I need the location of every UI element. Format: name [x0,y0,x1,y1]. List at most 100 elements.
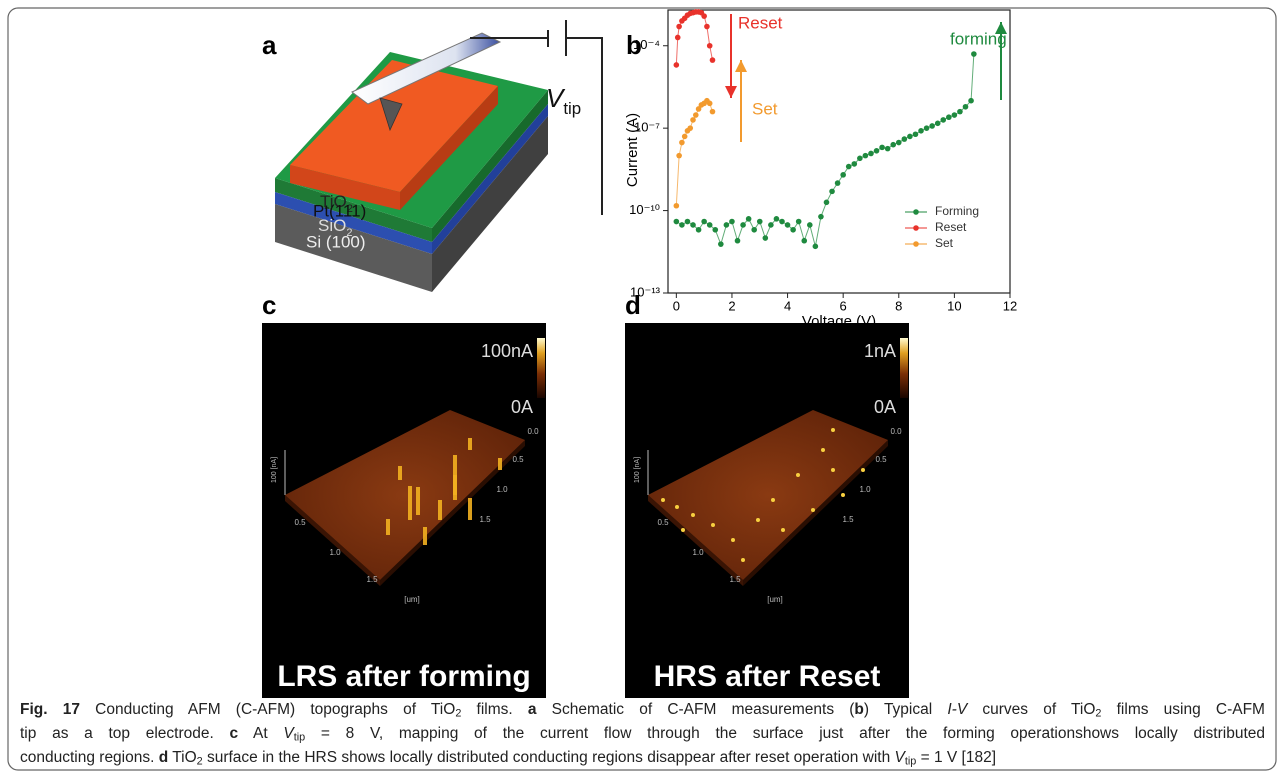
data-point [676,23,682,30]
afm-spike [498,458,502,470]
colorbar [537,338,545,398]
data-point [862,152,869,159]
afm-spike [386,519,390,535]
axis-tick-label: 1.5 [479,515,491,524]
data-point [873,147,880,154]
data-point [693,112,699,118]
data-point [895,139,902,146]
plot-frame [667,9,1011,294]
data-point [851,161,858,167]
caption-line: tip as a top electrode. c At Vtip = 8 V,… [20,722,1265,746]
data-point [951,112,958,118]
afm-surface [285,410,525,580]
data-point [790,226,796,233]
axis-tick-label: 0.5 [657,518,669,527]
x-tick-label: 6 [840,298,847,313]
caption-run: 2 [1095,707,1102,720]
data-point [723,222,730,228]
axis-tick-label: 1.0 [692,548,704,557]
y-axis-title: Current (A) [624,113,641,187]
caption-run: = 8 V, mapping of the current flow throu… [305,725,1266,742]
text-run: tip [563,99,581,118]
afm-spike [468,498,472,520]
legend-marker [913,241,919,247]
data-point [879,144,885,151]
data-point [679,139,685,146]
afm-spot [841,493,845,497]
y-tick-label: 10⁻¹⁰ [629,202,660,217]
axis-tick-label: 0.0 [890,427,902,436]
afm-spike [398,466,402,480]
data-point [709,108,716,115]
data-point [687,125,694,131]
data-point [695,226,702,233]
data-point [762,235,769,241]
data-point [784,222,791,228]
data-point [706,42,713,49]
afm-spot [675,505,679,509]
data-point [740,222,746,228]
data-point [679,222,685,228]
z-axis-label: 100 [nA] [634,457,641,483]
text-run: V [546,83,566,113]
data-point [884,145,891,152]
text-run: 2 [347,203,353,215]
text-run: 2 [346,227,352,239]
layer-label: SiO2 [318,216,353,238]
data-point [695,106,702,112]
data-point [751,226,757,233]
data-point [706,100,713,107]
arrow-head [995,22,1007,34]
caption-run: d [158,749,169,766]
afm-spot [831,468,835,472]
colorbar-min: 0A [874,397,896,417]
axis-tick-label: 0.5 [512,455,524,464]
afm-spot [781,528,785,532]
afm-spot [711,523,715,527]
caption-run: tip [904,755,917,768]
afm-spike [438,500,442,520]
afm-spot [831,428,835,432]
data-point [829,188,835,195]
x-tick-label: 12 [1003,298,1017,313]
data-point [934,120,941,127]
panel-label: d [625,290,641,320]
caption-run: surface in the HRS shows locally distrib… [202,749,895,766]
caption-run: tip [293,731,306,744]
data-point [706,222,713,228]
axis-tick-label: 1.0 [496,485,508,494]
annotation: forming [950,29,1007,48]
caption-run: a [527,701,537,718]
caption-run: curves of TiO [967,701,1096,718]
data-point [834,180,841,186]
caption-run: TiO [168,749,197,766]
axis-tick-label: 0.5 [875,455,887,464]
caption-line: conducting regions. d TiO2 surface in th… [20,746,1265,770]
data-point [840,172,846,178]
axis-tick-label: 1.5 [729,575,741,584]
data-point [946,114,952,121]
caption-run: films using C-AFM [1101,701,1265,718]
axis-tick-label: [um] [767,595,783,604]
afm-spot [681,528,685,532]
data-point [756,218,763,225]
caption-run: 2 [196,755,203,768]
data-point [745,216,752,222]
data-point [673,218,680,225]
afm-spike [468,438,472,450]
legend-label: Reset [935,220,967,234]
data-point [673,202,680,209]
colorbar-max: 100nA [481,341,533,361]
afm-spike [416,487,420,515]
data-point [701,218,707,225]
annotation: Reset [738,13,783,32]
data-point [957,108,963,115]
axis-tick-label: 1.5 [842,515,854,524]
y-tick-label: 10⁻⁴ [633,37,660,52]
caption-line: Fig. 17 Conducting AFM (C-AFM) topograph… [20,698,1265,722]
data-point [674,34,681,41]
y-tick-label: 10⁻¹³ [630,284,661,299]
data-point [690,222,696,228]
vtip-label: Vtip [546,83,581,118]
